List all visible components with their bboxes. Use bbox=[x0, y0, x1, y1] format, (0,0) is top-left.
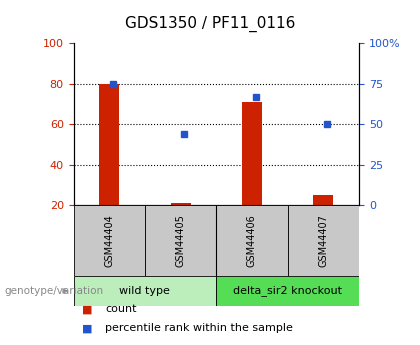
Text: GDS1350 / PF11_0116: GDS1350 / PF11_0116 bbox=[125, 16, 295, 32]
Bar bbox=[216, 205, 288, 276]
Text: ■: ■ bbox=[82, 324, 92, 333]
Text: genotype/variation: genotype/variation bbox=[4, 286, 103, 296]
Bar bbox=[171, 203, 191, 205]
Text: ■: ■ bbox=[82, 305, 92, 314]
Bar bbox=[145, 205, 216, 276]
Text: GSM44406: GSM44406 bbox=[247, 214, 257, 267]
Text: wild type: wild type bbox=[119, 286, 171, 296]
Text: delta_sir2 knockout: delta_sir2 knockout bbox=[233, 286, 342, 296]
Bar bbox=[216, 276, 359, 306]
Text: count: count bbox=[105, 305, 136, 314]
Text: GSM44405: GSM44405 bbox=[176, 214, 186, 267]
Bar bbox=[99, 83, 119, 205]
Text: GSM44404: GSM44404 bbox=[104, 214, 114, 267]
Bar bbox=[313, 195, 333, 205]
Bar bbox=[288, 205, 359, 276]
Bar bbox=[74, 205, 145, 276]
Bar bbox=[242, 102, 262, 205]
Bar bbox=[74, 276, 216, 306]
Text: percentile rank within the sample: percentile rank within the sample bbox=[105, 324, 293, 333]
Text: GSM44407: GSM44407 bbox=[318, 214, 328, 267]
